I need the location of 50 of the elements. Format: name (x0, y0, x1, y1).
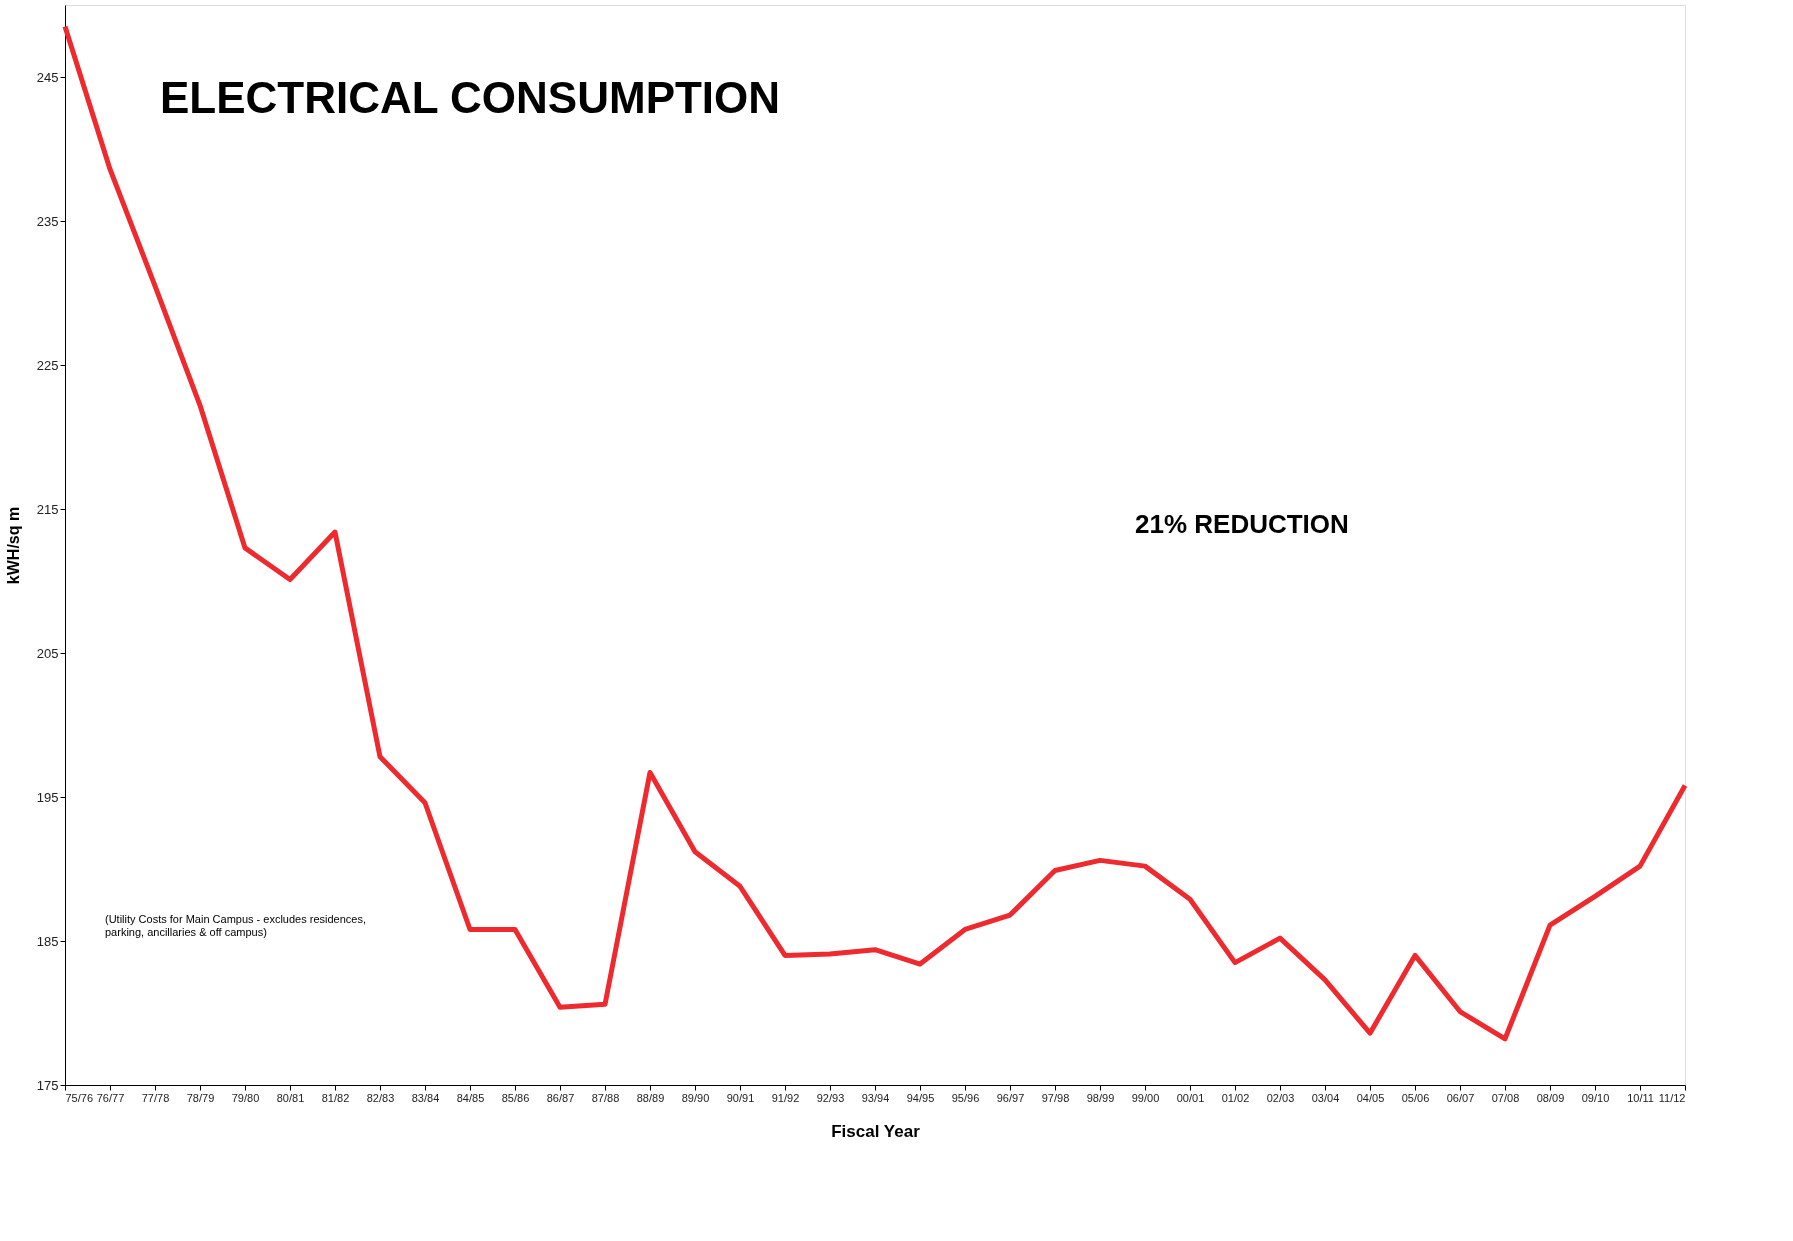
x-axis-title: Fiscal Year (831, 1121, 921, 1141)
y-tick-label: 205 (36, 645, 59, 661)
x-tick-label: 09/10 (1581, 1091, 1610, 1104)
y-tick-label: 175 (36, 1077, 59, 1093)
x-tick-label: 86/87 (546, 1091, 575, 1104)
x-tick-label: 82/83 (366, 1091, 395, 1104)
x-tick-label: 94/95 (906, 1091, 935, 1104)
y-tick-label: 245 (36, 69, 59, 85)
x-tick-label: 08/09 (1536, 1091, 1565, 1104)
annotation: 21% REDUCTION (1135, 509, 1349, 539)
x-tick-label: 78/79 (186, 1091, 215, 1104)
x-tick-label: 76/77 (96, 1091, 125, 1104)
y-tick-label: 235 (36, 213, 59, 229)
x-tick-label: 89/90 (681, 1091, 710, 1104)
x-tick-label: 81/82 (321, 1091, 350, 1104)
y-tick-label: 215 (36, 501, 59, 517)
x-tick-label: 90/91 (726, 1091, 755, 1104)
x-tick-label: 03/04 (1311, 1091, 1340, 1104)
x-tick-label: 06/07 (1446, 1091, 1475, 1104)
x-tick-label: 00/01 (1176, 1091, 1205, 1104)
x-tick-label: 77/78 (141, 1091, 170, 1104)
x-tick-label: 85/86 (501, 1091, 530, 1104)
x-tick-label: 84/85 (456, 1091, 485, 1104)
x-tick-label: 92/93 (816, 1091, 845, 1104)
x-tick-label: 75/76 (65, 1091, 94, 1104)
x-tick-label: 80/81 (276, 1091, 305, 1104)
x-tick-label: 02/03 (1266, 1091, 1295, 1104)
x-tick-label: 83/84 (411, 1091, 440, 1104)
y-tick-label: 195 (36, 789, 59, 805)
x-tick-label: 07/08 (1491, 1091, 1520, 1104)
y-axis-title: kWH/sq m (4, 506, 22, 585)
x-tick-label: 93/94 (861, 1091, 890, 1104)
x-tick-label: 11/12 (1658, 1091, 1686, 1104)
x-tick-label: 79/80 (231, 1091, 260, 1104)
text: ELECTRICAL CONSUMPTION (160, 73, 781, 122)
x-tick-label: 97/98 (1041, 1091, 1070, 1104)
x-tick-label: 95/96 (951, 1091, 980, 1104)
x-tick-label: 01/02 (1221, 1091, 1250, 1104)
x-tick-label: 05/06 (1401, 1091, 1430, 1104)
x-tick-label: 91/92 (771, 1091, 800, 1104)
y-tick-label: 225 (36, 357, 59, 373)
y-tick-label: 185 (36, 933, 59, 949)
x-tick-label: 04/05 (1356, 1091, 1385, 1104)
annotation: (Utility Costs for Main Campus - excludes residences, parking, ancillaries & off campus) (105, 913, 367, 938)
x-tick-label: 96/97 (996, 1091, 1025, 1104)
x-tick-label: 99/00 (1131, 1091, 1160, 1104)
x-tick-label: 87/88 (591, 1091, 620, 1104)
x-tick-label: 98/99 (1086, 1091, 1115, 1104)
x-tick-label: 88/89 (636, 1091, 665, 1104)
x-tick-label: 10/11 (1627, 1091, 1654, 1104)
